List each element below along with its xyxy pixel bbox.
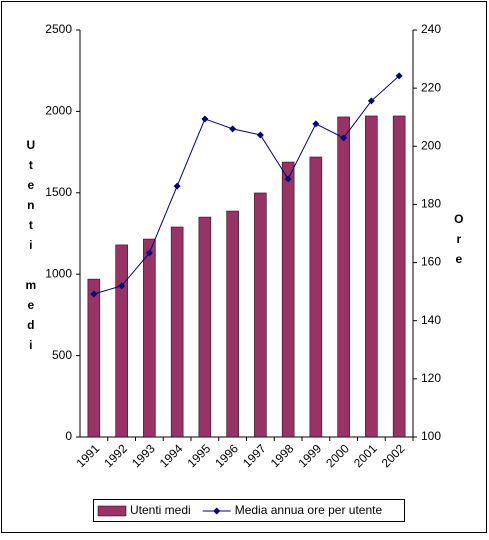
line bbox=[93, 75, 400, 295]
chart-border bbox=[1, 1, 487, 533]
line-marker bbox=[256, 131, 264, 139]
line-marker bbox=[340, 134, 348, 142]
y2-tick-label: 100 bbox=[421, 429, 441, 443]
line-marker bbox=[173, 182, 181, 190]
y-tick-label: 2500 bbox=[45, 22, 72, 36]
line-marker bbox=[367, 97, 375, 105]
y2-tick-label: 120 bbox=[421, 371, 441, 385]
line-marker bbox=[312, 120, 320, 128]
bar bbox=[226, 210, 239, 438]
y-axis-label: Utenti medi bbox=[24, 138, 38, 358]
bar bbox=[87, 278, 101, 438]
y2-tick-label: 180 bbox=[421, 197, 441, 211]
y2-tick-label: 220 bbox=[421, 80, 441, 94]
bar bbox=[198, 216, 212, 438]
legend-marker bbox=[213, 507, 221, 515]
line-marker bbox=[395, 72, 403, 80]
y-tick-label: 2000 bbox=[45, 104, 72, 118]
bar bbox=[392, 115, 406, 438]
bar bbox=[365, 115, 378, 438]
y-tick-label: 1500 bbox=[45, 185, 72, 199]
y2-tick-label: 160 bbox=[421, 255, 441, 269]
bar bbox=[309, 156, 323, 438]
y-tick-label: 0 bbox=[65, 429, 72, 443]
y-tick-label: 500 bbox=[52, 348, 72, 362]
y2-tick-label: 240 bbox=[421, 22, 441, 36]
bar bbox=[170, 226, 184, 438]
line-marker bbox=[284, 175, 292, 183]
legend-swatch bbox=[97, 505, 127, 517]
bar bbox=[281, 161, 295, 438]
legend-label: Media annua ore per utente bbox=[235, 503, 383, 517]
y2-axis-label: Ore bbox=[452, 212, 466, 272]
legend-box bbox=[93, 499, 405, 522]
y2-tick-label: 140 bbox=[421, 313, 441, 327]
bar bbox=[115, 244, 128, 438]
line-marker bbox=[229, 125, 237, 133]
bar bbox=[337, 116, 350, 438]
legend-label: Utenti medi bbox=[130, 503, 191, 517]
y2-tick-label: 200 bbox=[421, 138, 441, 152]
bar bbox=[254, 192, 267, 438]
bar bbox=[143, 238, 156, 438]
y-tick-label: 1000 bbox=[45, 266, 72, 280]
line-marker bbox=[145, 249, 153, 257]
line-marker bbox=[90, 290, 98, 298]
line-marker bbox=[118, 282, 126, 290]
line-marker bbox=[201, 115, 209, 123]
